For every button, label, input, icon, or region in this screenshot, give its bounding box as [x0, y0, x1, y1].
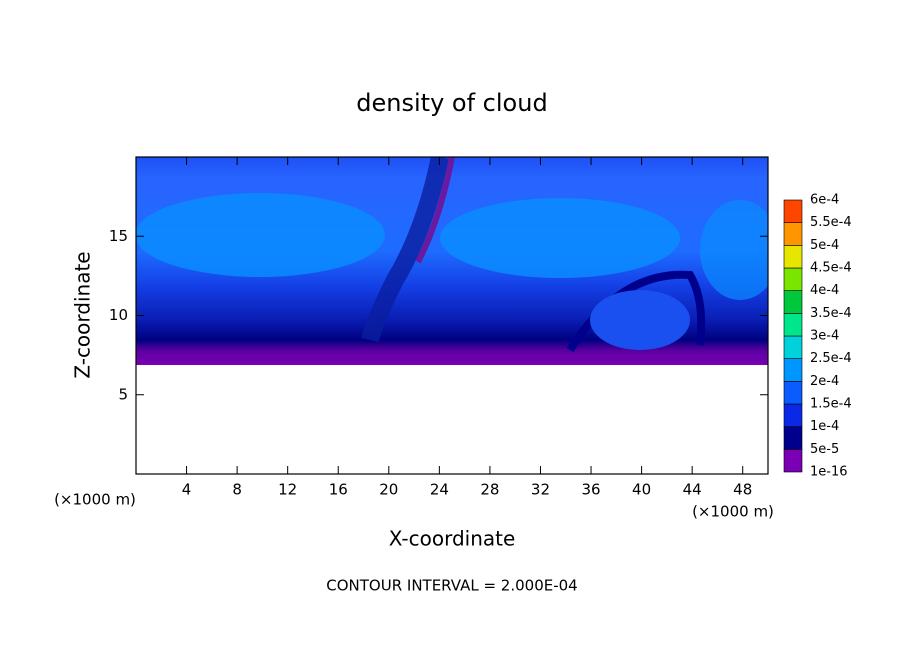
colorbar-box [783, 403, 803, 427]
x-tick-label: 16 [329, 481, 348, 499]
x-tick-label: 12 [278, 481, 297, 499]
colorbar-label: 6e-4 [810, 193, 839, 208]
colorbar-label: 5.5e-4 [810, 215, 852, 230]
colorbar-box [783, 335, 803, 359]
colorbar-label: 2.5e-4 [810, 351, 852, 366]
colorbar-box [783, 358, 803, 382]
x-tick-label: 4 [182, 481, 192, 499]
x-tick-label: 24 [430, 481, 449, 499]
x-unit-label: (×1000 m) [692, 503, 774, 521]
colorbar-box [783, 313, 803, 337]
colorbar-label: 5e-4 [810, 238, 839, 253]
x-tick-label: 36 [581, 481, 600, 499]
colorbar-label: 1e-4 [810, 419, 839, 434]
x-tick-label: 44 [683, 481, 702, 499]
colorbar-box [783, 381, 803, 405]
y-unit-label: (×1000 m) [54, 491, 136, 509]
x-tick-label: 20 [379, 481, 398, 499]
x-tick-label: 40 [632, 481, 651, 499]
colorbar-box [783, 199, 803, 223]
y-tick-label: 15 [109, 227, 128, 245]
x-tick-label: 48 [733, 481, 752, 499]
y-axis-label: Z-coordinate [71, 251, 95, 378]
x-tick-label: 28 [480, 481, 499, 499]
colorbar-label: 3.5e-4 [810, 306, 852, 321]
colorbar-box [783, 290, 803, 314]
colorbar-label: 3e-4 [810, 329, 839, 344]
y-tick-label: 5 [118, 385, 128, 403]
colorbar-label: 5e-5 [810, 442, 839, 457]
colorbar-label: 4.5e-4 [810, 261, 852, 276]
colorbar-box [783, 426, 803, 450]
y-tick-label: 10 [109, 306, 128, 324]
colorbar-label: 1.5e-4 [810, 397, 852, 412]
contour-interval: CONTOUR INTERVAL = 2.000E-04 [326, 577, 577, 595]
x-tick-label: 32 [531, 481, 550, 499]
x-axis-label: X-coordinate [389, 527, 516, 551]
colorbar-label: 4e-4 [810, 283, 839, 298]
contour-field [136, 157, 768, 474]
colorbar-label: 1e-16 [810, 465, 848, 480]
colorbar-box [783, 449, 803, 473]
colorbar-box [783, 245, 803, 269]
chart-title: density of cloud [356, 89, 547, 117]
colorbar-box [783, 267, 803, 291]
colorbar-box [783, 222, 803, 246]
colorbar-label: 2e-4 [810, 374, 839, 389]
x-tick-label: 8 [232, 481, 242, 499]
